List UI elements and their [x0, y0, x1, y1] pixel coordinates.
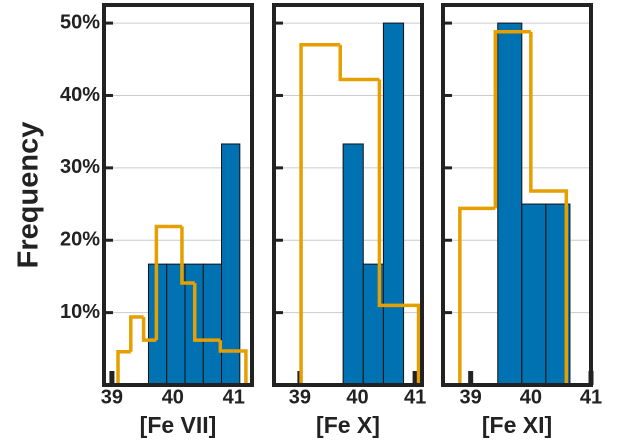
- y-axis-label: Frequency: [13, 122, 45, 269]
- step-segment: [192, 282, 208, 342]
- x-tick-label: 41: [404, 386, 426, 408]
- step-segment: [116, 349, 131, 385]
- step-segment: [377, 79, 421, 385]
- x-tick-label: 41: [580, 386, 602, 408]
- x-axis-label: [Fe X]: [316, 412, 380, 438]
- x-tick-label: 40: [162, 386, 184, 408]
- step-segment: [493, 30, 531, 209]
- step-segment: [218, 340, 234, 353]
- bar: [521, 203, 547, 386]
- bar: [221, 143, 241, 386]
- x-tick-label: 39: [101, 386, 123, 408]
- bar: [497, 22, 523, 386]
- step-segment: [299, 43, 341, 385]
- bar: [342, 143, 364, 386]
- panel-frame: [272, 3, 424, 387]
- bar: [202, 263, 223, 386]
- panel-frame: [441, 3, 593, 387]
- x-tick-label: 40: [520, 386, 542, 408]
- x-tick-label: 41: [223, 386, 245, 408]
- step-segment: [338, 44, 380, 82]
- step-segment: [233, 349, 248, 385]
- x-tick-label: 39: [460, 386, 482, 408]
- x-tick-label: 40: [346, 386, 368, 408]
- x-tick-label: 39: [289, 386, 311, 408]
- bar: [382, 22, 405, 386]
- y-tick-label: 20%: [60, 229, 100, 251]
- y-tick-label: 50%: [60, 11, 100, 33]
- step-segment: [180, 226, 195, 285]
- y-tick-label: 10%: [60, 301, 100, 323]
- panel-frame: [102, 3, 254, 387]
- step-segment: [458, 206, 496, 385]
- y-tick-label: 40%: [60, 84, 100, 106]
- step-segment: [129, 315, 144, 352]
- x-axis-label: [Fe VII]: [140, 412, 217, 438]
- step-segment: [529, 31, 569, 385]
- step-segment: [154, 224, 170, 341]
- step-segment: [141, 316, 157, 342]
- y-tick-label: 30%: [60, 156, 100, 178]
- x-axis-label: [Fe XI]: [482, 412, 552, 438]
